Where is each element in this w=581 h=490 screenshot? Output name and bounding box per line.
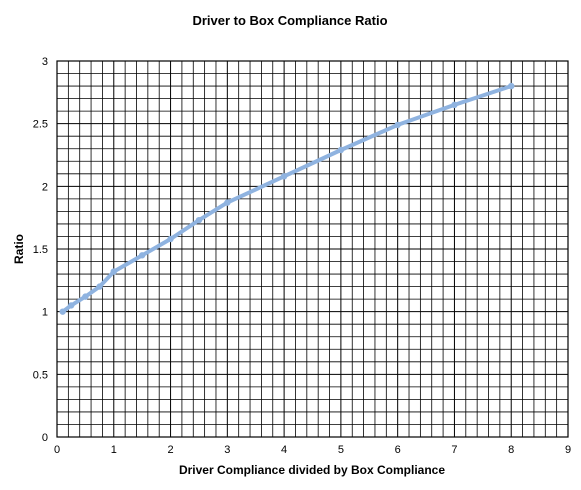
data-point xyxy=(224,199,231,206)
y-tick-label: 0.5 xyxy=(33,369,48,381)
y-tick-label: 1.5 xyxy=(33,244,48,256)
x-tick-label: 8 xyxy=(508,444,514,456)
data-point xyxy=(96,283,103,290)
data-point xyxy=(508,82,515,90)
y-tick-label: 3 xyxy=(42,56,48,68)
grid xyxy=(56,60,569,438)
data-point xyxy=(280,173,288,180)
y-tick-label: 2.5 xyxy=(33,119,48,131)
data-point xyxy=(451,101,458,109)
x-tick-label: 3 xyxy=(224,444,230,456)
x-tick-label: 5 xyxy=(338,444,344,456)
data-point xyxy=(59,308,66,315)
plot-frame xyxy=(56,60,569,438)
data-point xyxy=(82,293,89,300)
x-tick-label: 2 xyxy=(167,444,173,456)
tick-labels: 0 1 2 3 4 5 6 7 8 9 0 0.5 1 1.5 2 2.5 3 xyxy=(33,56,571,456)
x-tick-label: 1 xyxy=(111,444,117,456)
data-point xyxy=(67,302,75,309)
y-tick-label: 0 xyxy=(42,432,48,444)
data-point xyxy=(195,216,203,224)
x-tick-label: 0 xyxy=(54,444,60,456)
x-tick-label: 9 xyxy=(565,444,571,456)
data-point xyxy=(138,252,146,259)
x-axis-title: Driver Compliance divided by Box Complia… xyxy=(179,463,445,477)
y-axis-title: Ratio xyxy=(12,234,26,264)
data-point xyxy=(394,121,401,129)
x-tick-label: 4 xyxy=(281,444,287,456)
x-tick-label: 7 xyxy=(451,444,457,456)
data-point xyxy=(337,146,345,154)
y-tick-label: 2 xyxy=(42,181,48,193)
data-point xyxy=(110,268,117,275)
series-layer xyxy=(59,82,515,315)
chart-title: Driver to Box Compliance Ratio xyxy=(192,13,387,28)
y-tick-label: 1 xyxy=(42,307,48,319)
data-point xyxy=(167,235,174,243)
x-tick-label: 6 xyxy=(395,444,401,456)
